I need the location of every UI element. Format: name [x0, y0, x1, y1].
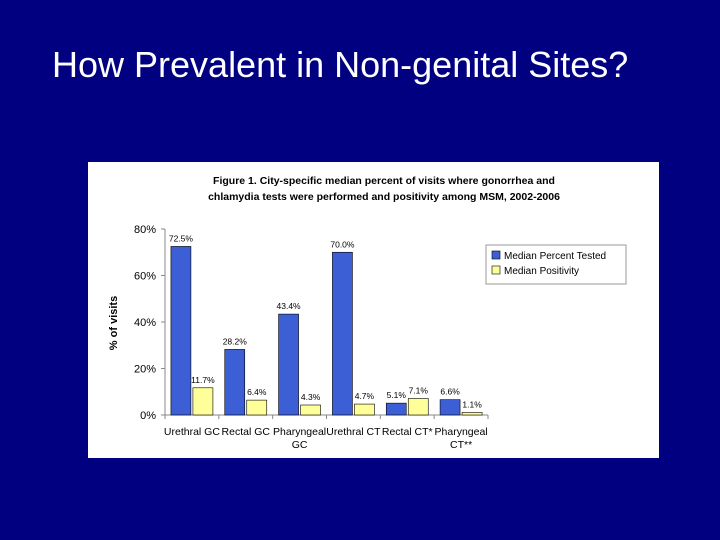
- x-tick-label: Rectal GC: [222, 426, 271, 438]
- data-label: 72.5%: [169, 233, 194, 243]
- bar-chart: Figure 1. City-specific median percent o…: [108, 175, 627, 451]
- data-label: 28.2%: [223, 336, 248, 346]
- x-tick-label: GC: [292, 439, 308, 451]
- x-tick-label: Urethral GC: [164, 426, 220, 438]
- y-tick-label: 60%: [134, 271, 156, 283]
- data-label: 43.4%: [277, 301, 302, 311]
- x-tick-label: Urethral CT: [326, 426, 381, 438]
- bar-tested: [224, 349, 246, 416]
- bar-positivity: [407, 398, 429, 416]
- legend-box: [485, 244, 627, 285]
- bar-positivity: [354, 403, 375, 416]
- legend-swatch: [491, 265, 501, 275]
- data-label: 6.4%: [247, 387, 267, 397]
- data-label: 4.7%: [355, 391, 375, 401]
- legend-swatch: [491, 250, 501, 260]
- data-label: 6.6%: [440, 387, 460, 397]
- bar-positivity: [461, 412, 483, 416]
- bar-tested: [385, 402, 407, 416]
- bar-tested: [278, 313, 299, 416]
- bar-tested: [332, 251, 353, 416]
- data-label: 5.1%: [387, 390, 407, 400]
- legend-label: Median Percent Tested: [504, 251, 606, 262]
- data-label: 4.3%: [301, 392, 321, 402]
- data-label: 7.1%: [409, 385, 429, 395]
- x-tick-label: CT**: [450, 439, 472, 451]
- data-label: 1.1%: [462, 399, 482, 409]
- data-label: 11.7%: [191, 375, 215, 385]
- chart-title-line-1: Figure 1. City-specific median percent o…: [213, 175, 555, 187]
- y-tick-label: 80%: [134, 224, 156, 236]
- bar-positivity: [246, 399, 268, 416]
- x-tick-label: Rectal CT*: [382, 426, 433, 438]
- bar-tested: [439, 399, 461, 416]
- slide-title: How Prevalent in Non-genital Sites?: [52, 44, 629, 85]
- x-tick-label: Pharyngeal: [273, 426, 326, 438]
- chart-panel: Figure 1. City-specific median percent o…: [88, 162, 659, 458]
- data-label: 70.0%: [330, 239, 355, 249]
- y-tick-label: 0%: [140, 410, 156, 422]
- bar-positivity: [192, 387, 214, 416]
- bar-tested: [170, 246, 192, 416]
- chart-title-line-2: chlamydia tests were performed and posit…: [208, 191, 560, 203]
- y-axis-label: % of visits: [108, 296, 120, 350]
- y-tick-label: 40%: [134, 317, 156, 329]
- y-tick-label: 20%: [134, 364, 156, 376]
- bar-positivity: [300, 404, 321, 416]
- legend-label: Median Positivity: [504, 266, 579, 277]
- x-tick-label: Pharyngeal: [435, 426, 488, 438]
